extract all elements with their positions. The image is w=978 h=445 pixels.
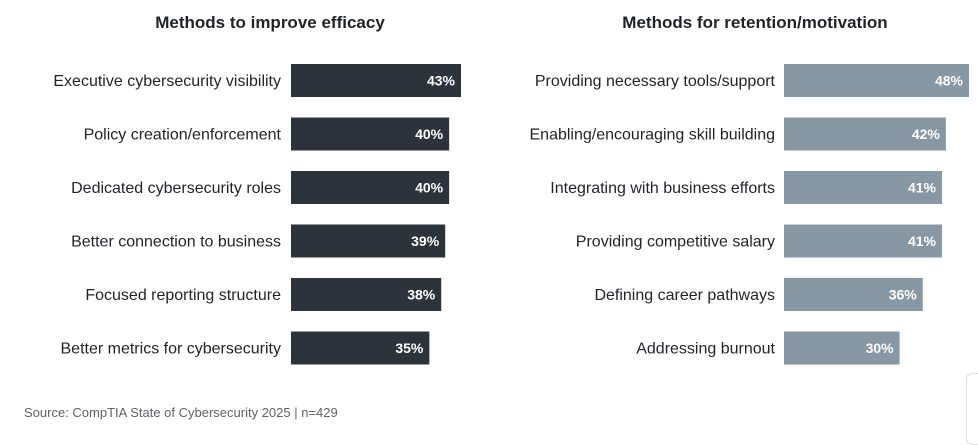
bar <box>784 171 943 204</box>
retention-chart-panel: Methods for retention/motivation Providi… <box>490 0 978 380</box>
bar-value-label: 41% <box>908 180 937 196</box>
bar <box>291 278 442 311</box>
category-label: Enabling/encouraging skill building <box>530 127 776 144</box>
bar-value-label: 41% <box>908 233 937 249</box>
bar <box>291 117 450 151</box>
bar <box>784 117 946 151</box>
bar-value-label: 40% <box>415 180 444 196</box>
bar <box>784 64 969 97</box>
efficacy-chart-panel: Methods to improve efficacy Executive cy… <box>0 0 490 380</box>
efficacy-bar-chart: Executive cybersecurity visibility 43% Pol… <box>53 64 461 365</box>
bar <box>291 331 430 365</box>
bar <box>291 64 461 97</box>
bar-value-label: 43% <box>427 73 456 89</box>
retention-chart-title: Methods for retention/motivation <box>622 13 888 32</box>
category-label: Better metrics for cybersecurity <box>61 341 282 358</box>
category-label: Better connection to business <box>71 234 281 251</box>
bar <box>784 278 923 311</box>
bar <box>784 224 943 258</box>
source-note: Source: CompTIA State of Cybersecurity 2… <box>24 405 338 420</box>
bar <box>291 224 446 258</box>
bar-value-label: 38% <box>407 287 436 303</box>
bar-value-label: 42% <box>912 126 941 142</box>
category-label: Policy creation/enforcement <box>84 127 282 144</box>
category-label: Dedicated cybersecurity roles <box>71 180 281 197</box>
category-label: Providing necessary tools/support <box>535 73 776 90</box>
bar-value-label: 48% <box>935 73 964 89</box>
efficacy-chart-title: Methods to improve efficacy <box>155 13 385 32</box>
category-label: Focused reporting structure <box>85 287 281 304</box>
bar <box>291 171 450 204</box>
category-label: Providing competitive salary <box>576 234 775 251</box>
category-label: Executive cybersecurity visibility <box>53 73 281 90</box>
edge-widget <box>966 373 978 445</box>
bar <box>784 331 900 365</box>
bar-value-label: 30% <box>866 340 895 356</box>
bar-value-label: 35% <box>395 340 424 356</box>
category-label: Integrating with business efforts <box>550 180 775 197</box>
bar-value-label: 36% <box>889 287 918 303</box>
category-label: Defining career pathways <box>594 287 775 304</box>
bar-value-label: 39% <box>411 233 440 249</box>
bar-value-label: 40% <box>415 126 444 142</box>
category-label: Addressing burnout <box>636 341 775 358</box>
retention-bar-chart: Providing necessary tools/support 48% Enab… <box>530 64 969 365</box>
